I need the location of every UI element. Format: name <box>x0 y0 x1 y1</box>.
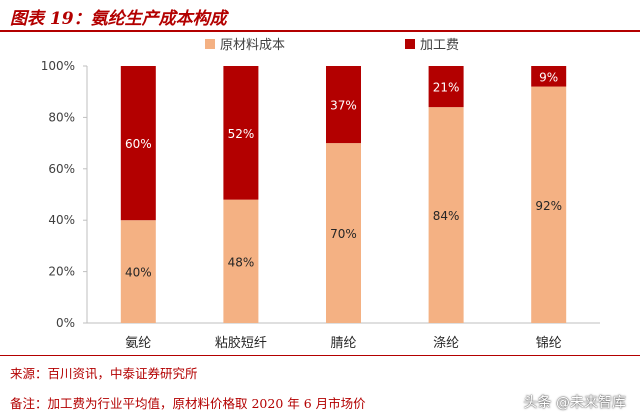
legend-label: 原材料成本 <box>220 38 285 53</box>
data-label: 84% <box>433 209 460 223</box>
source-text: 来源：百川资讯，中泰证券研究所 <box>10 366 198 381</box>
data-label: 40% <box>125 266 152 280</box>
footer-divider <box>0 355 640 356</box>
x-tick-label: 腈纶 <box>330 336 356 351</box>
bar-raw-material <box>428 107 464 324</box>
data-label: 37% <box>330 99 357 113</box>
bar-raw-material <box>326 143 361 323</box>
bar-raw-material <box>223 199 259 323</box>
note-text: 备注：加工费为行业平均值，原材料价格取 2020 年 6 月市场价 <box>10 396 366 411</box>
watermark: 头条 @未来智库 <box>523 395 626 411</box>
chart-title: 图表 19：氨纶生产成本构成 <box>10 9 227 29</box>
x-tick-label: 涤纶 <box>433 336 459 351</box>
bar-processing-fee <box>531 66 567 87</box>
y-tick-label: 20% <box>48 265 75 279</box>
bar-processing-fee <box>223 66 259 200</box>
data-label: 48% <box>228 255 255 269</box>
y-tick-label: 100% <box>41 59 75 73</box>
bar-raw-material <box>120 220 156 323</box>
legend-swatch <box>405 39 415 49</box>
legend-swatch <box>205 39 215 49</box>
data-label: 92% <box>535 199 562 213</box>
x-tick-label: 氨纶 <box>125 336 151 351</box>
y-tick-label: 0% <box>56 316 75 330</box>
bar-processing-fee <box>326 66 361 144</box>
title-divider <box>0 30 640 32</box>
data-label: 21% <box>433 81 460 95</box>
y-tick-label: 40% <box>48 213 75 227</box>
x-tick-label: 粘胶短纤 <box>215 335 267 351</box>
bar-raw-material <box>531 86 567 323</box>
data-label: 70% <box>330 227 357 241</box>
y-tick-label: 80% <box>48 110 75 124</box>
data-label: 60% <box>125 137 152 151</box>
data-label: 9% <box>539 70 558 84</box>
legend-label: 加工费 <box>420 38 459 53</box>
stacked-bar-chart: 0% 20% 40% 60% 80% 100% 40% 60% 氨纶 48% 52% 粘胶短纤 70% 3… <box>41 38 600 351</box>
bar-processing-fee <box>428 66 464 108</box>
x-tick-label: 锦纶 <box>536 336 562 351</box>
bar-processing-fee <box>120 66 156 221</box>
data-label: 52% <box>228 127 255 141</box>
y-tick-label: 60% <box>48 162 75 176</box>
